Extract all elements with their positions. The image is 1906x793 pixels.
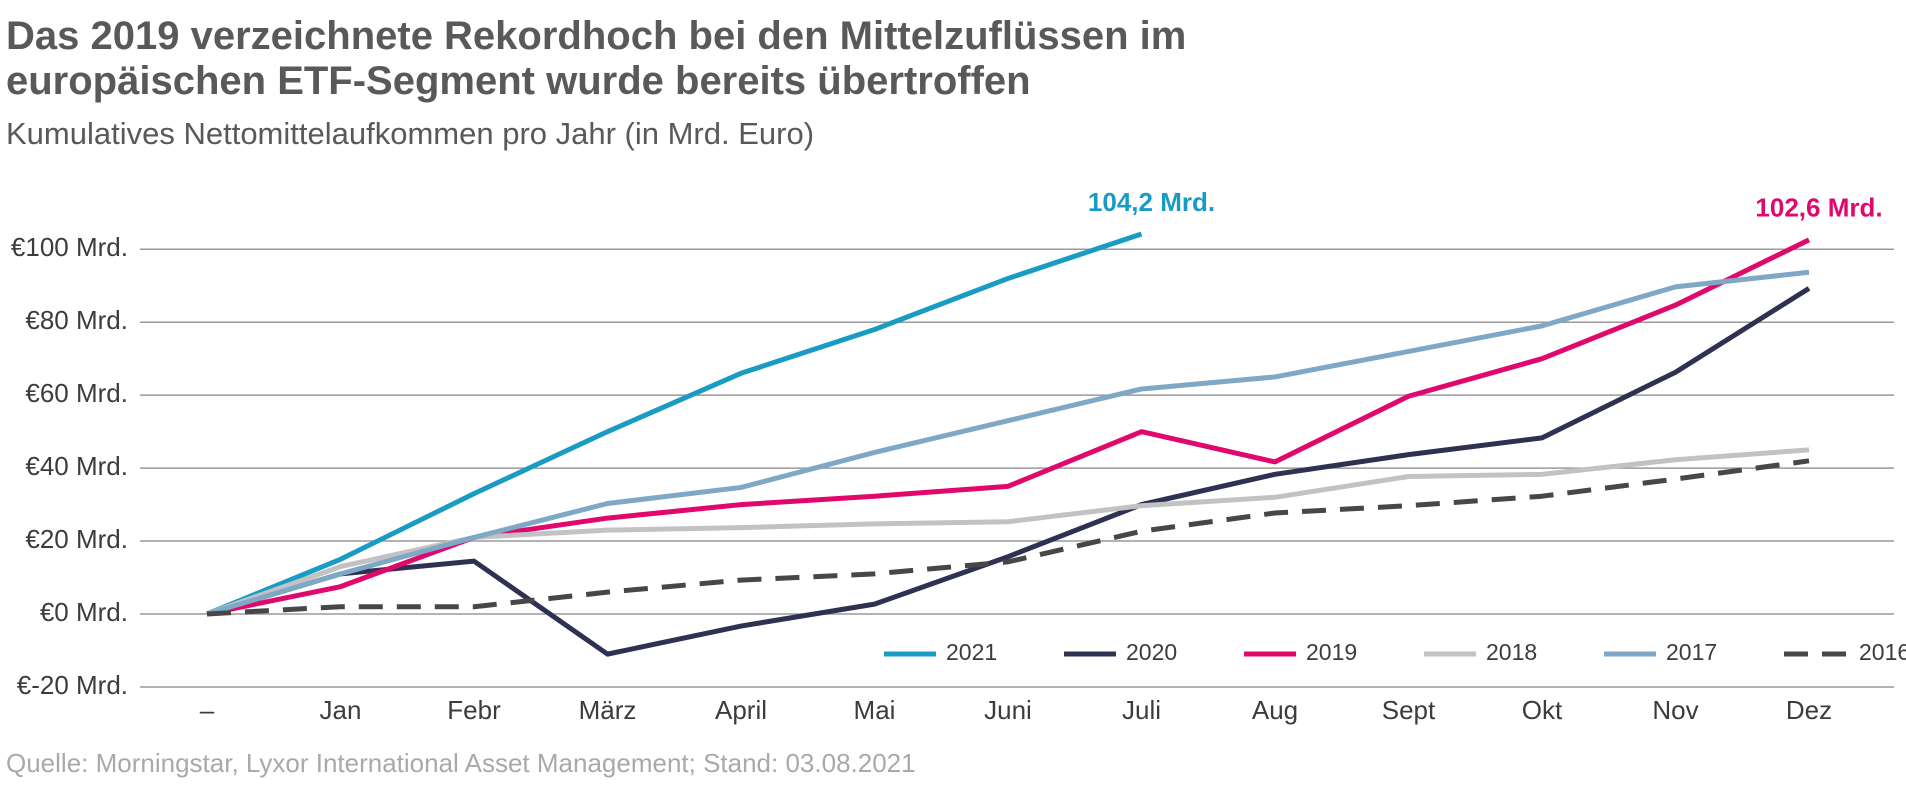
x-tick-label: – [200,695,215,725]
legend-label: 2021 [946,639,997,665]
y-tick-label: €60 Mrd. [25,378,128,408]
value-label: 104,2 Mrd. [1088,187,1215,217]
legend-label: 2020 [1126,639,1177,665]
y-tick-label: €40 Mrd. [25,451,128,481]
series-line [206,458,1810,617]
source-note: Quelle: Morningstar, Lyxor International… [6,748,916,778]
chart-title: Das 2019 verzeichnete Rekordhoch bei den… [6,14,1187,103]
x-tick-label: Juni [984,695,1032,725]
x-tick-label: April [715,695,767,725]
legend-label: 2017 [1666,639,1717,665]
x-tick-label: Jan [320,695,362,725]
y-tick-label: €100 Mrd. [11,232,128,262]
series-line [206,447,1810,617]
series-line [206,286,1811,657]
legend-label: 2019 [1306,639,1357,665]
y-tick-label: €20 Mrd. [25,524,128,554]
y-tick-label: €80 Mrd. [25,305,128,335]
legend-label: 2018 [1486,639,1537,665]
x-tick-label: Dez [1786,695,1832,725]
y-tick-label: €-20 Mrd. [17,670,128,700]
x-tick-label: Okt [1522,695,1563,725]
x-tick-label: Aug [1252,695,1298,725]
series-line [206,231,1143,617]
legend-label: 2016 [1859,639,1906,665]
x-tick-label: Febr [447,695,501,725]
series-line [206,269,1810,617]
x-tick-label: Mai [854,695,896,725]
x-tick-label: März [579,695,637,725]
chart-subtitle: Kumulatives Nettomittelaufkommen pro Jah… [6,116,815,151]
x-tick-label: Juli [1122,695,1161,725]
x-tick-label: Sept [1382,695,1436,725]
y-tick-label: €0 Mrd. [40,597,128,627]
x-tick-label: Nov [1652,695,1698,725]
value-label: 102,6 Mrd. [1755,193,1882,223]
